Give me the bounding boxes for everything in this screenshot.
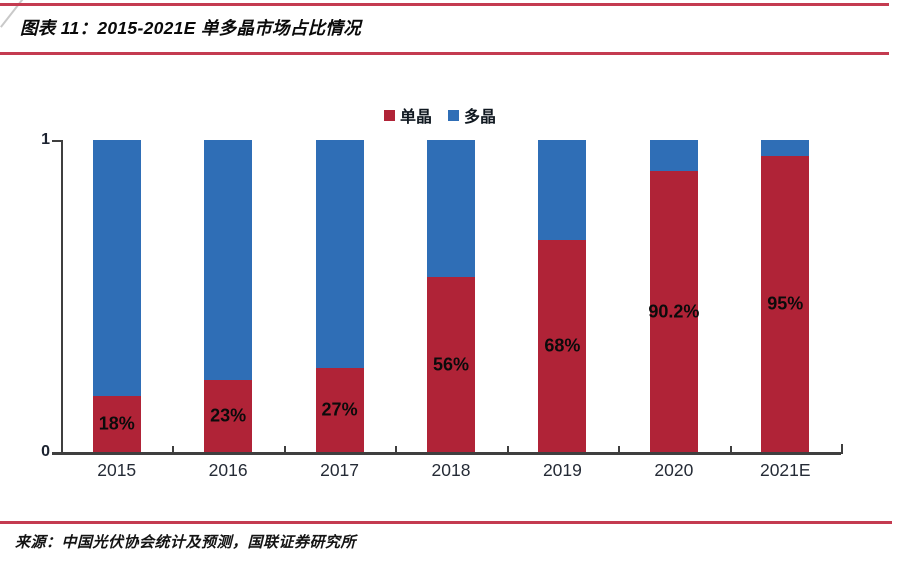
- y-axis-label-1: 1: [41, 131, 50, 148]
- x-axis-label-2020: 2020: [654, 460, 694, 480]
- bar-2017: 27%: [315, 140, 364, 452]
- bar-2019-poly-segment: [538, 140, 587, 240]
- bar-2016-mono-segment: 23%: [204, 380, 253, 452]
- bar-2015-mono-segment: 18%: [92, 396, 141, 452]
- bar-2015-poly-segment: [92, 140, 141, 396]
- x-axis-tick-7: [841, 444, 843, 454]
- stacked-bar-chart: 单晶 多晶 0 1 18% 2015 23% 2016 27% 2017 56% 2018 68% 20…: [0, 60, 900, 510]
- x-axis-tick-0: [61, 446, 63, 454]
- x-axis-label-2015: 2015: [97, 460, 137, 480]
- x-axis-tick-3: [395, 446, 398, 454]
- footer-rule: [0, 521, 892, 524]
- bar-2019-mono-segment: 68%: [538, 240, 587, 452]
- y-axis-tick-1: [52, 140, 61, 142]
- bar-2018: 56%: [427, 140, 475, 452]
- bar-2015: 18%: [92, 140, 141, 452]
- y-axis-line: [61, 140, 63, 455]
- bar-2019: 68%: [538, 140, 587, 452]
- x-axis-tick-5: [618, 446, 621, 454]
- legend-item-monocrystalline: 单晶: [383, 103, 432, 127]
- x-axis-tick-1: [172, 446, 175, 454]
- x-axis-tick-6: [729, 446, 732, 454]
- legend-swatch-mono: [383, 109, 395, 121]
- bar-2018-poly-segment: [427, 140, 475, 277]
- data-label-2015: 18%: [98, 413, 135, 434]
- bar-2020-poly-segment: [649, 140, 698, 171]
- figure-title: 图表 11：2015-2021E 单多晶市场占比情况: [20, 18, 362, 38]
- y-axis-label-0: 0: [41, 443, 50, 460]
- y-axis-tick-0: [52, 452, 61, 454]
- source-note: 来源：中国光伏协会统计及预测，国联证券研究所: [15, 535, 357, 551]
- legend-swatch-poly: [448, 109, 459, 121]
- data-label-2019: 68%: [544, 335, 581, 356]
- x-axis-label-2017: 2017: [320, 460, 360, 480]
- bar-2021E-mono-segment: 95%: [761, 156, 810, 452]
- chart-legend: 单晶 多晶: [0, 103, 880, 127]
- bar-2016: 23%: [204, 140, 253, 452]
- x-axis-tick-4: [506, 446, 509, 454]
- x-axis-label-2018: 2018: [431, 460, 471, 480]
- legend-label-mono: 单晶: [399, 109, 432, 126]
- x-axis-label-2019: 2019: [542, 460, 582, 480]
- bar-2020-mono-segment: 90.2%: [648, 171, 700, 452]
- legend-item-polycrystalline: 多晶: [448, 103, 496, 127]
- bar-2017-poly-segment: [315, 140, 364, 368]
- title-rule-top: [0, 3, 889, 6]
- legend-label-poly: 多晶: [464, 109, 497, 126]
- bar-2020: 90.2%: [648, 140, 700, 452]
- bar-2016-poly-segment: [204, 140, 253, 380]
- x-axis-label-2016: 2016: [208, 460, 248, 480]
- data-label-2017: 27%: [321, 399, 358, 420]
- data-label-2018: 56%: [432, 354, 470, 374]
- bar-2018-mono-segment: 56%: [427, 277, 475, 452]
- data-label-2020: 90.2%: [648, 301, 700, 321]
- data-label-2016: 23%: [210, 405, 247, 426]
- x-axis-tick-2: [283, 446, 286, 454]
- x-axis-line: [52, 452, 841, 455]
- x-axis-label-2021E: 2021E: [759, 460, 811, 480]
- title-rule-bottom: [0, 52, 889, 55]
- bar-2017-mono-segment: 27%: [315, 368, 364, 452]
- bar-2021E-poly-segment: [761, 140, 810, 156]
- data-label-2021E: 95%: [767, 293, 804, 314]
- bar-2021E: 95%: [761, 140, 810, 452]
